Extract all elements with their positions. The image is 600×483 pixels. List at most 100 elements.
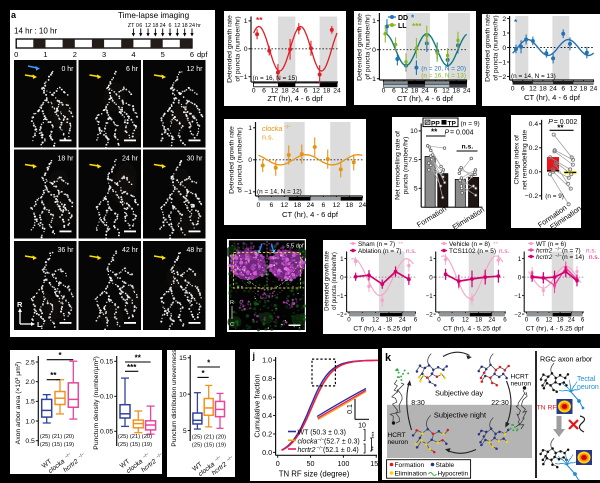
svg-text:24: 24 (333, 88, 341, 95)
svg-text:1: 1 (244, 18, 248, 25)
svg-text:= 0.004: = 0.004 (450, 129, 474, 136)
svg-text:**: ** (135, 354, 142, 363)
svg-text:*: * (58, 351, 62, 360)
svg-text:R: R (230, 300, 234, 306)
svg-text:Ablation (n = 7): Ablation (n = 7) (358, 248, 402, 255)
svg-text:**: ** (431, 127, 438, 136)
svg-text:of puncta (number/hr): of puncta (number/hr) (235, 16, 242, 81)
svg-text:6: 6 (581, 317, 585, 324)
svg-text:6: 6 (450, 317, 454, 324)
svg-text:1: 1 (518, 256, 522, 263)
svg-text:Formation: Formation (395, 462, 425, 469)
svg-text:24: 24 (421, 88, 429, 95)
svg-text:of puncta (number/hr): of puncta (number/hr) (365, 14, 372, 79)
svg-text:CT (hr), 4 - 5.25 dpf: CT (hr), 4 - 5.25 dpf (526, 326, 584, 333)
svg-text:P: P (444, 129, 449, 136)
svg-text:Detrended growth rate: Detrended growth rate (485, 14, 492, 82)
svg-text:1: 1 (372, 18, 376, 25)
svg-text:22:30: 22:30 (491, 400, 509, 407)
svg-text:0.5: 0.5 (25, 438, 35, 445)
svg-text:= 0.002: = 0.002 (553, 119, 577, 126)
svg-text:−0.2: −0.2 (524, 193, 538, 200)
svg-text:(n = 20, N = 20): (n = 20, N = 20) (421, 66, 466, 73)
svg-text:−1: −1 (426, 293, 434, 300)
svg-text:puncta (number/hr): puncta (number/hr) (402, 136, 409, 194)
svg-text:1: 1 (340, 256, 344, 263)
svg-text:0: 0 (429, 274, 433, 281)
svg-text:−/−: −/− (318, 437, 325, 443)
svg-text:6: 6 (304, 88, 308, 95)
svg-text:Net remodelling rate of: Net remodelling rate of (394, 131, 401, 200)
svg-text:24 hr: 24 hr (122, 156, 139, 163)
svg-text:(n = 9): (n = 9) (460, 120, 479, 127)
svg-text:6: 6 (322, 202, 326, 209)
svg-text:(25) (15) (19): (25) (15) (19) (40, 442, 74, 448)
svg-text:0.10: 0.10 (100, 394, 113, 401)
svg-text:10: 10 (179, 391, 187, 398)
svg-text:4: 4 (131, 50, 135, 59)
svg-text:50: 50 (307, 459, 315, 468)
svg-text:−1: −1 (337, 293, 345, 300)
svg-text:18: 18 (557, 317, 564, 324)
svg-text:Elimination: Elimination (450, 205, 485, 229)
svg-text:15: 15 (179, 355, 187, 362)
svg-text:n.s.: n.s. (262, 133, 274, 142)
svg-text:Detrended growth rate: Detrended growth rate (357, 13, 364, 81)
svg-text:hcrtr2: hcrtr2 (62, 458, 80, 474)
svg-text:12: 12 (545, 317, 552, 324)
svg-text:0.0: 0.0 (262, 448, 272, 457)
svg-text:12: 12 (570, 86, 578, 93)
svg-text:18: 18 (475, 317, 482, 324)
svg-text:18: 18 (294, 202, 302, 209)
svg-text:12: 12 (271, 88, 279, 95)
svg-text:6: 6 (414, 317, 418, 324)
svg-text:HCRT: HCRT (511, 374, 529, 381)
svg-text:of puncta (number/hr): of puncta (number/hr) (332, 252, 338, 310)
svg-text:Punctum density (number/µm²): Punctum density (number/µm²) (93, 356, 100, 449)
svg-text:(25) (21) (20): (25) (21) (20) (192, 435, 226, 441)
svg-text:8:30: 8:30 (411, 400, 425, 407)
svg-text:Detrended growth rate: Detrended growth rate (229, 126, 236, 194)
svg-text:0.2: 0.2 (528, 145, 538, 152)
svg-text:(n = 9): (n = 9) (545, 193, 564, 200)
svg-text:1: 1 (502, 30, 506, 37)
svg-text:24: 24 (463, 88, 471, 95)
svg-text:RGC axon arbor: RGC axon arbor (540, 355, 593, 364)
svg-text:−1: −1 (240, 74, 248, 81)
svg-text:neuron: neuron (511, 381, 532, 388)
svg-text:−1: −1 (498, 59, 506, 66)
svg-text:0: 0 (372, 47, 376, 54)
svg-text:3: 3 (102, 50, 106, 59)
svg-text:dpf: dpf (197, 50, 208, 59)
svg-text:0: 0 (511, 86, 515, 93)
svg-text:18: 18 (539, 86, 547, 93)
svg-text:36 hr: 36 hr (58, 247, 75, 254)
svg-text:5.5 dpf: 5.5 dpf (286, 244, 304, 250)
svg-text:30 hr: 30 hr (187, 156, 204, 163)
svg-text:***: *** (127, 363, 137, 372)
svg-text:(n = 16, N = 13): (n = 16, N = 13) (421, 73, 466, 80)
svg-text:hcrtr2: hcrtr2 (140, 458, 158, 474)
svg-text:−/−: −/− (214, 454, 222, 462)
svg-text:0.2: 0.2 (262, 429, 272, 438)
svg-text:0.1: 0.1 (347, 404, 354, 414)
svg-text:P: P (548, 119, 553, 126)
svg-text:6 hr: 6 hr (126, 66, 139, 73)
svg-text:a: a (11, 10, 17, 20)
svg-text:***: *** (412, 22, 422, 31)
svg-text:CT (hr), 4 - 6 dpf: CT (hr), 4 - 6 dpf (282, 210, 339, 219)
svg-text:**: ** (50, 371, 57, 380)
svg-text:**: ** (493, 241, 498, 248)
svg-text:14 hr : 10 hr: 14 hr : 10 hr (14, 27, 57, 36)
svg-text:(n = 14, N = 13): (n = 14, N = 13) (511, 73, 556, 80)
svg-text:0: 0 (347, 317, 351, 324)
svg-text:0.4: 0.4 (262, 411, 272, 420)
svg-text:*: * (207, 359, 211, 368)
svg-text:(52.1 ± 0.4): (52.1 ± 0.4) (323, 447, 359, 454)
svg-text:24: 24 (549, 86, 557, 93)
svg-text:Axon arbor area (×10³ µm²): Axon arbor area (×10³ µm²) (15, 362, 22, 445)
svg-text:−/−: −/− (155, 451, 162, 459)
svg-text:TP: TP (447, 120, 456, 127)
svg-text:CT (hr), 4 - 6 dpf: CT (hr), 4 - 6 dpf (524, 93, 581, 102)
svg-text:18: 18 (152, 23, 158, 29)
